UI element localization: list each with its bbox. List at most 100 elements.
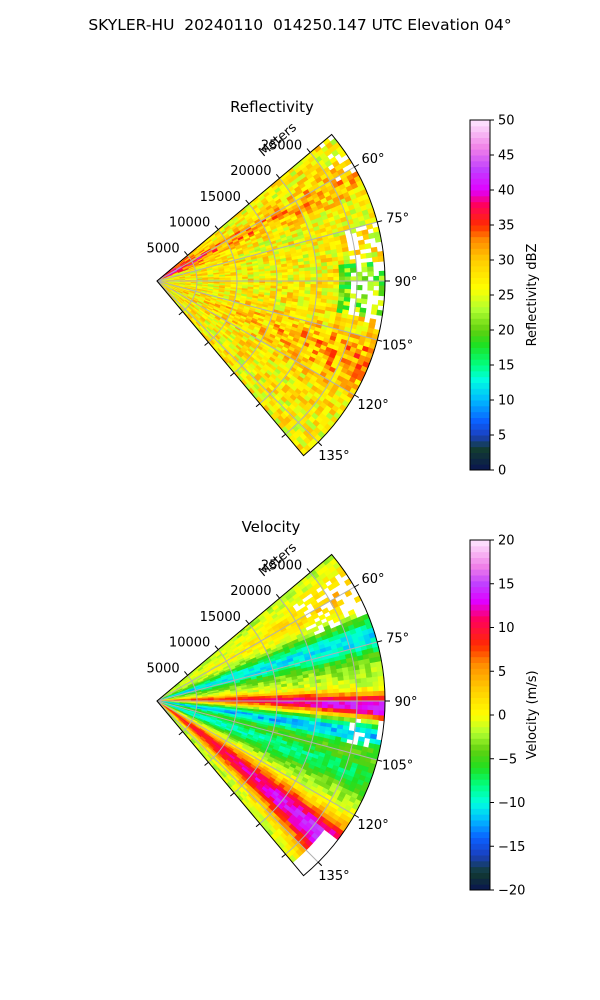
field-cell (349, 683, 357, 689)
field-cell (310, 280, 317, 285)
field-cell (373, 690, 380, 697)
field-cell (333, 688, 340, 694)
colorbar-step (470, 417, 490, 424)
colorbar-step (470, 435, 490, 442)
colorbar-step (470, 324, 490, 331)
colorbar-step (470, 120, 490, 127)
field-cell (378, 285, 386, 292)
field-cell (344, 683, 351, 690)
colorbar-step (470, 382, 490, 389)
colorbar-step (470, 376, 490, 383)
colorbar-step (470, 230, 490, 238)
field-cell (344, 688, 351, 694)
field-cell (338, 272, 346, 278)
colorbar-step (470, 341, 490, 348)
colorbar-step (470, 190, 490, 197)
field-cell (344, 280, 352, 286)
colorbar-tick-label: 10 (498, 394, 515, 409)
field-cell (321, 273, 329, 278)
field-cell (321, 700, 329, 706)
field-cell (338, 268, 346, 274)
field-cell (366, 714, 374, 721)
colorbar-step (470, 394, 490, 401)
field-cell (331, 580, 341, 589)
colorbar-step (470, 440, 490, 448)
field-cell (327, 704, 334, 710)
field-cell (344, 692, 352, 698)
field-cell (333, 708, 340, 714)
colorbar-step (470, 178, 490, 185)
range-tick (255, 403, 261, 408)
field-cell (344, 288, 351, 294)
field-cell (327, 692, 334, 698)
colorbar-step (470, 260, 490, 267)
field-cell (333, 272, 340, 278)
field-cell (344, 700, 352, 706)
range-tick (204, 341, 209, 346)
azimuth-tick (377, 339, 383, 342)
field-cell (327, 685, 334, 691)
colorbar-step (470, 137, 490, 144)
field-cell (338, 288, 346, 294)
field-cell (373, 695, 380, 702)
field-cell (310, 284, 317, 289)
field-cell (321, 696, 329, 702)
colorbar-step (470, 295, 490, 302)
field-cell (321, 607, 330, 615)
field-cell (378, 690, 386, 697)
range-tick (306, 148, 311, 153)
range-tick-label: 20000 (230, 164, 271, 179)
field-cell (344, 284, 352, 290)
azimuth-radial (156, 166, 355, 282)
colorbar-tick-label: 40 (498, 184, 515, 199)
field-cell (358, 244, 366, 251)
field-cell (364, 243, 372, 250)
field-cell (372, 681, 380, 688)
field-cell (304, 697, 312, 702)
azimuth-radial (156, 221, 378, 282)
azimuth-tick-label: 105° (382, 339, 413, 354)
field-cell (321, 689, 329, 695)
field-cell (367, 709, 374, 716)
colorbar-step (470, 429, 490, 436)
field-cell (310, 700, 317, 705)
field-cell (364, 732, 372, 739)
field-cell (367, 686, 374, 693)
field-cell (361, 700, 369, 706)
field-cell (304, 277, 312, 282)
azimuth-radial (156, 280, 319, 443)
field-cell (298, 270, 306, 276)
field-cell (304, 700, 312, 705)
field-cell (360, 253, 367, 259)
field-cell (373, 705, 380, 712)
field-cell (321, 284, 329, 289)
field-cell (378, 695, 386, 702)
colorbar-tick-label: 25 (498, 289, 515, 304)
field-cell (333, 284, 340, 290)
colorbar-step (470, 160, 490, 168)
colorbar-tick-label: 20 (498, 324, 515, 339)
colorbar-step (470, 125, 490, 133)
colorbar-step (470, 213, 490, 220)
field-cell (332, 264, 340, 270)
colorbar-step (470, 452, 490, 459)
colorbar-step (470, 411, 490, 418)
sector-frame (156, 133, 386, 457)
azimuth-tick (377, 220, 383, 223)
field-cell (378, 710, 386, 717)
field-cell (371, 256, 379, 263)
field-cell (339, 276, 346, 282)
field-cell (378, 290, 386, 297)
colorbar-step (470, 464, 490, 471)
field-cell (378, 280, 386, 287)
field-cell (350, 704, 357, 711)
azimuth-tick-label: 120° (357, 398, 388, 413)
colorbar-step (470, 277, 490, 284)
field-cell (349, 717, 357, 724)
colorbar-step (470, 353, 490, 360)
colorbar-step (470, 400, 490, 407)
field-cell (366, 261, 374, 268)
field-cell (315, 619, 323, 627)
colorbar-step (470, 155, 490, 162)
